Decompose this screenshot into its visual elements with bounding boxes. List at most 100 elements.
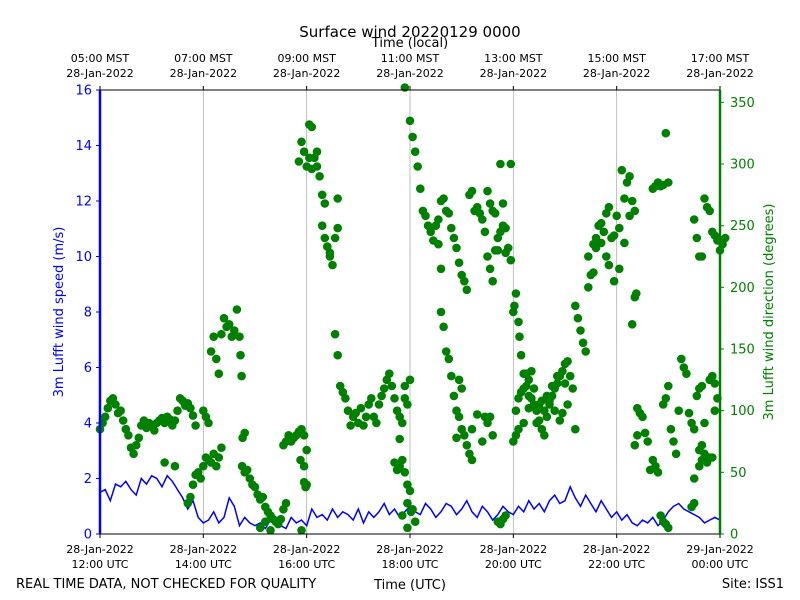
wind-direction-point bbox=[620, 194, 629, 203]
wind-direction-point bbox=[302, 445, 312, 455]
wind-direction-point bbox=[620, 238, 629, 248]
wind-direction-point bbox=[444, 354, 454, 364]
bottom-tick-label-date: 28-Jan-2022 bbox=[66, 543, 134, 556]
wind-direction-point bbox=[578, 338, 588, 348]
bottom-tick-label-date: 28-Jan-2022 bbox=[273, 543, 341, 556]
wind-direction-point bbox=[625, 172, 634, 181]
wind-direction-point bbox=[297, 137, 306, 147]
wind-direction-point bbox=[697, 381, 707, 391]
bottom-tick-label-date: 28-Jan-2022 bbox=[170, 543, 238, 556]
bottom-axis-label: Time (UTC) bbox=[373, 578, 446, 593]
wind-direction-point bbox=[413, 162, 423, 171]
wind-direction-point bbox=[170, 461, 180, 471]
wind-direction-point bbox=[615, 223, 624, 233]
wind-direction-point bbox=[206, 347, 216, 356]
wind-direction-point bbox=[596, 238, 606, 248]
wind-direction-point bbox=[214, 453, 224, 462]
wind-direction-point bbox=[519, 418, 528, 428]
top-tick-label-date: 28-Jan-2022 bbox=[686, 67, 754, 80]
wind-direction-point bbox=[356, 403, 366, 413]
wind-direction-point bbox=[483, 252, 492, 261]
bottom-tick-label-time: 12:00 UTC bbox=[71, 558, 128, 571]
top-tick-label-time: 07:00 MST bbox=[174, 52, 233, 65]
wind-direction-point bbox=[565, 371, 575, 381]
wind-direction-point bbox=[532, 418, 541, 428]
wind-direction-point bbox=[692, 233, 702, 243]
wind-direction-point bbox=[377, 391, 386, 401]
wind-direction-point bbox=[188, 411, 198, 420]
wind-direction-point bbox=[367, 394, 376, 403]
top-tick-label-time: 11:00 MST bbox=[381, 52, 440, 65]
wind-direction-point bbox=[627, 196, 637, 206]
wind-direction-point bbox=[330, 329, 340, 339]
wind-direction-point bbox=[330, 233, 340, 243]
wind-direction-point bbox=[116, 406, 125, 416]
wind-direction-point bbox=[599, 227, 609, 237]
wind-direction-point bbox=[527, 366, 536, 376]
wind-direction-point bbox=[196, 474, 205, 483]
wind-direction-point bbox=[462, 440, 472, 450]
bottom-tick-label-date: 28-Jan-2022 bbox=[376, 543, 444, 556]
bottom-tick-label-time: 18:00 UTC bbox=[381, 558, 438, 571]
wind-direction-point bbox=[581, 347, 590, 356]
wind-direction-point bbox=[100, 412, 110, 422]
wind-direction-point bbox=[111, 400, 120, 409]
wind-direction-point bbox=[643, 437, 652, 446]
bottom-tick-label-date: 28-Jan-2022 bbox=[480, 543, 548, 556]
wind-direction-point bbox=[294, 157, 304, 166]
wind-direction-point bbox=[454, 258, 464, 268]
wind-direction-point bbox=[555, 416, 565, 425]
wind-direction-point bbox=[467, 186, 477, 196]
wind-direction-point bbox=[462, 285, 472, 295]
wind-direction-point bbox=[542, 391, 552, 401]
wind-direction-point bbox=[514, 424, 523, 434]
wind-direction-point bbox=[436, 264, 446, 274]
wind-direction-point bbox=[237, 371, 246, 381]
wind-direction-point bbox=[441, 347, 451, 356]
wind-direction-point bbox=[328, 260, 337, 270]
wind-direction-point bbox=[439, 322, 448, 332]
wind-direction-point bbox=[625, 211, 634, 221]
wind-direction-point bbox=[705, 206, 714, 216]
wind-direction-point bbox=[472, 410, 482, 419]
right-axis-label: 3m Lufft wind direction (degrees) bbox=[762, 204, 777, 421]
wind-direction-point bbox=[230, 326, 239, 335]
wind-direction-point bbox=[514, 317, 523, 327]
wind-direction-point bbox=[240, 428, 249, 438]
wind-direction-point bbox=[346, 421, 355, 430]
left-tick-label: 14 bbox=[75, 139, 92, 154]
wind-direction-point bbox=[498, 199, 508, 208]
right-tick-label: 0 bbox=[730, 528, 738, 543]
wind-direction-point bbox=[255, 523, 265, 533]
wind-direction-point bbox=[671, 449, 681, 459]
wind-direction-point bbox=[209, 332, 218, 342]
wind-direction-point bbox=[406, 507, 416, 517]
wind-direction-point bbox=[307, 122, 317, 132]
wind-direction-point bbox=[333, 223, 343, 233]
wind-direction-point bbox=[224, 320, 234, 329]
wind-direction-point bbox=[708, 453, 717, 462]
wind-direction-point bbox=[266, 526, 275, 535]
wind-direction-point bbox=[664, 178, 673, 187]
top-tick-label-date: 28-Jan-2022 bbox=[66, 67, 134, 80]
left-tick-label: 16 bbox=[75, 84, 92, 99]
wind-direction-point bbox=[129, 449, 138, 459]
wind-direction-point bbox=[173, 406, 182, 416]
wind-direction-point bbox=[609, 231, 619, 240]
wind-direction-point bbox=[317, 190, 327, 200]
left-axis-ticks: 0 2 4 6 8 10 12 14 16 bbox=[75, 84, 100, 543]
wind-direction-point bbox=[632, 289, 641, 298]
wind-direction-point bbox=[602, 252, 611, 261]
wind-direction-point bbox=[299, 461, 309, 471]
wind-direction-point bbox=[343, 406, 353, 416]
wind-direction-point bbox=[204, 418, 213, 428]
wind-direction-point bbox=[576, 326, 585, 335]
chart-title: Surface wind 20220129 0000 bbox=[299, 23, 520, 41]
wind-direction-point bbox=[242, 465, 252, 475]
wind-direction-point bbox=[510, 301, 519, 311]
wind-direction-point bbox=[449, 391, 459, 401]
bottom-axis-ticks: 28-Jan-2022 12:00 UTC 28-Jan-2022 14:00 UTC… bbox=[66, 534, 754, 571]
wind-direction-point bbox=[398, 455, 407, 465]
wind-direction-point bbox=[447, 223, 456, 233]
wind-direction-point bbox=[506, 255, 516, 265]
